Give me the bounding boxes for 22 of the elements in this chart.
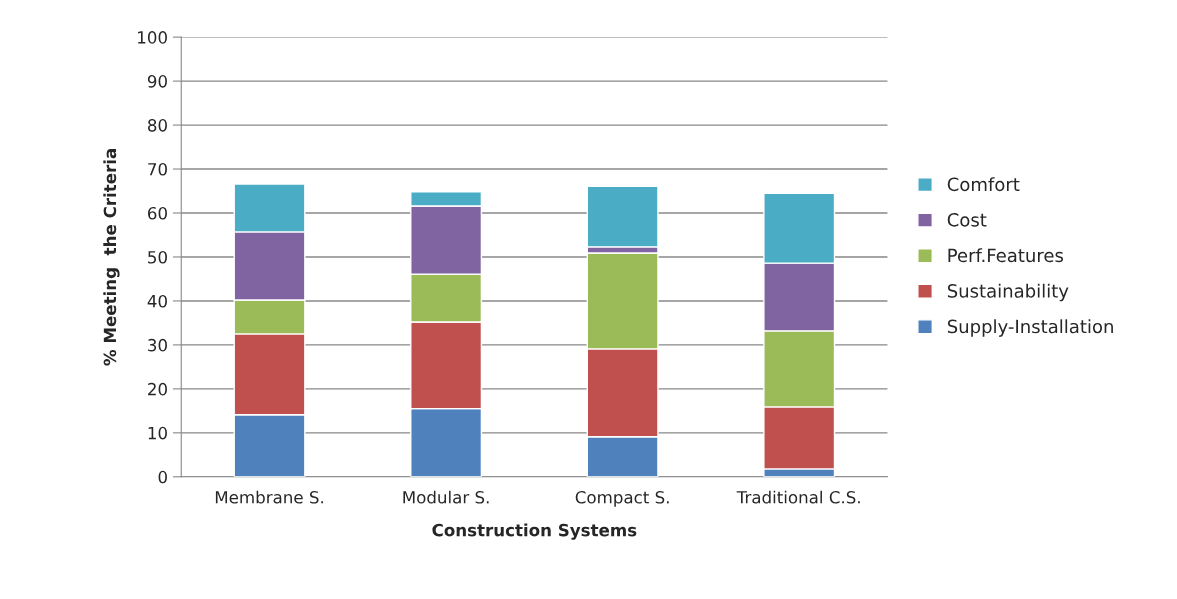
y-tick-label: 40: [147, 294, 167, 308]
y-tick-label: 20: [148, 382, 167, 396]
y-tick-label: 90: [147, 75, 167, 88]
x-tick-label: Traditional C.S.: [736, 490, 860, 504]
legend-label: Supply-Installation: [947, 319, 1113, 337]
y-axis-title: % Meeting the Criteria: [103, 149, 120, 366]
x-tick-label: Membrane S.: [215, 490, 323, 504]
y-tick-label: 60: [148, 206, 167, 220]
y-tick-label: 0: [158, 470, 167, 484]
x-axis-title: Construction Systems: [432, 523, 637, 540]
y-tick-label: 80: [147, 119, 167, 132]
legend-label: Cost: [947, 213, 987, 227]
legend-label: Comfort: [947, 177, 1020, 192]
y-tick-label: 10: [148, 426, 167, 440]
y-tick-label: 100: [138, 31, 167, 44]
y-tick-label: 70: [148, 163, 167, 176]
x-tick-label: Compact S.: [575, 490, 669, 507]
y-tick-label: 30: [148, 338, 167, 352]
legend-label: Perf.Features: [948, 248, 1064, 263]
legend-label: Sustainability: [947, 283, 1069, 302]
x-tick-label: Modular S.: [403, 490, 489, 504]
y-tick-label: 50: [148, 250, 167, 264]
